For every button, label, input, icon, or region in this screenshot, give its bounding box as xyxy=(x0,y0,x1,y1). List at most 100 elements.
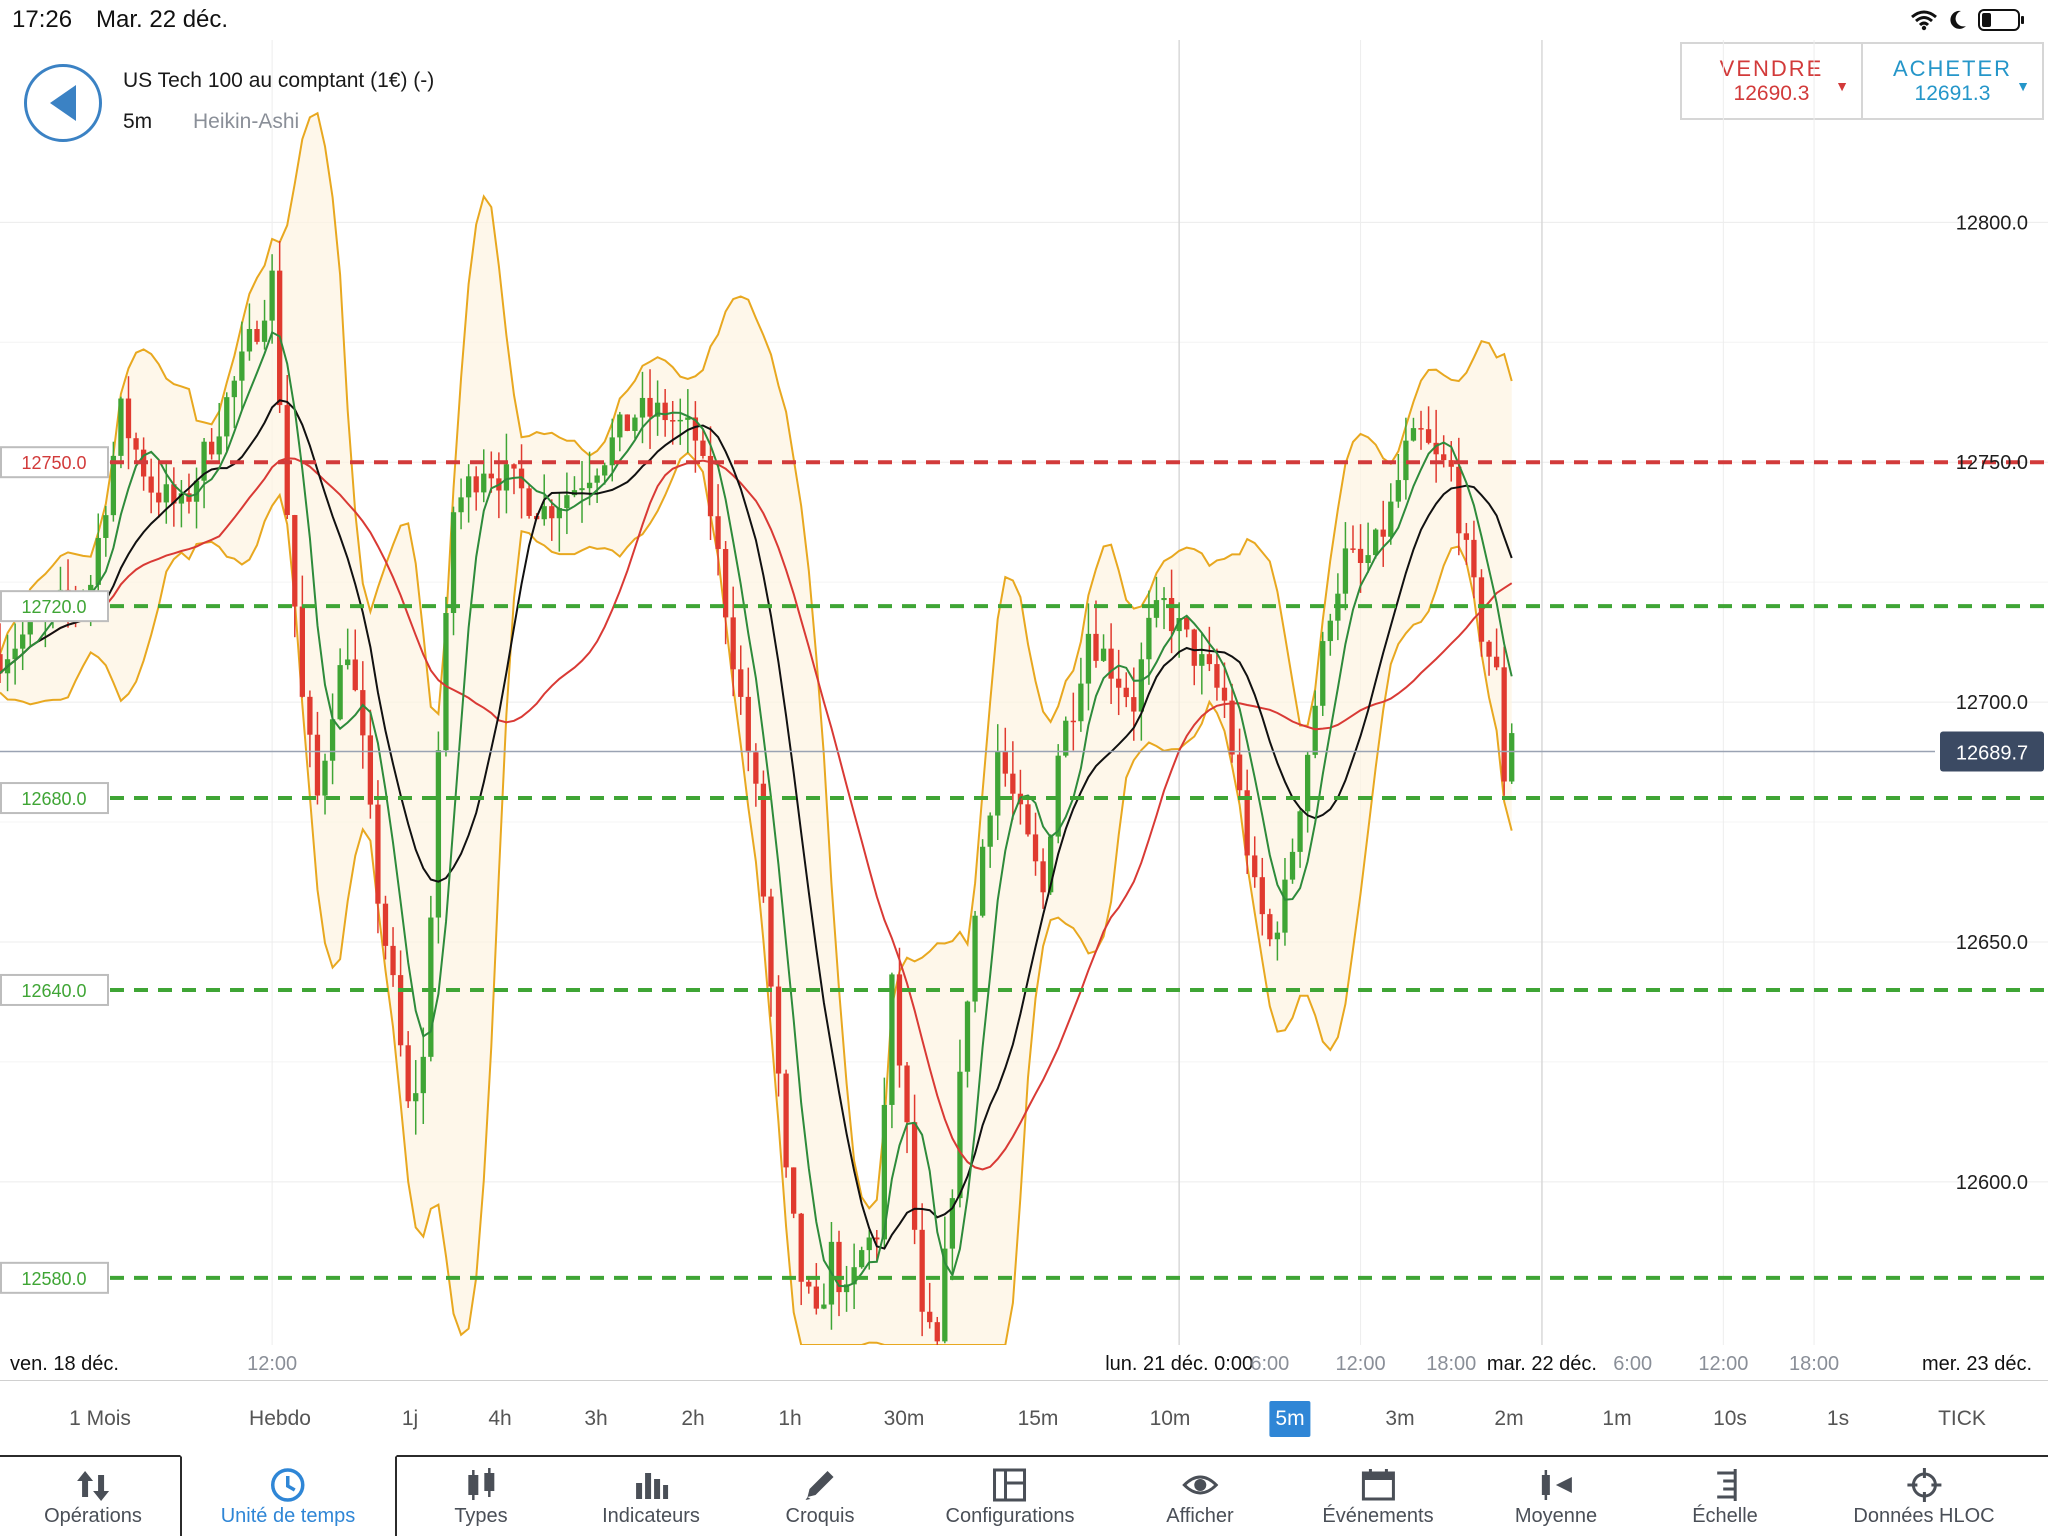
toolbar-layout-button[interactable]: Configurations xyxy=(946,1457,1074,1536)
timeframe-1-mois[interactable]: 1 Mois xyxy=(69,1407,131,1430)
candle-body xyxy=(526,488,532,516)
candle-body xyxy=(586,482,593,489)
toolbar-calendar-button[interactable]: Événements xyxy=(1322,1457,1434,1536)
timeframe-3m[interactable]: 3m xyxy=(1385,1407,1415,1430)
candle xyxy=(685,389,691,454)
toolbar-up-down-arrows-button[interactable]: Opérations xyxy=(44,1457,142,1536)
timeframe-4h[interactable]: 4h xyxy=(488,1407,512,1430)
chart-type-label[interactable]: Heikin-Ashi xyxy=(193,110,300,133)
candle xyxy=(224,392,230,452)
timeframe-hebdo[interactable]: Hebdo xyxy=(249,1407,311,1430)
back-button[interactable] xyxy=(24,64,102,142)
timeframe-2m[interactable]: 2m xyxy=(1494,1407,1524,1430)
candle-body xyxy=(1274,932,1281,940)
candle-body xyxy=(639,397,646,418)
candle-body xyxy=(1327,620,1333,642)
x-axis-background xyxy=(0,1345,2048,1380)
candle xyxy=(397,950,404,1057)
price-level-tag-box xyxy=(0,782,109,815)
candle-body xyxy=(602,465,608,476)
toolbar-eye-button[interactable]: Afficher xyxy=(1166,1457,1234,1536)
candle xyxy=(1229,683,1235,763)
instrument-name: US Tech 100 au comptant (1€) (-) xyxy=(123,69,435,92)
candle-body xyxy=(881,1104,888,1240)
candle-body xyxy=(231,380,237,398)
candle-body xyxy=(360,690,366,736)
timeframe-15m[interactable]: 15m xyxy=(1017,1407,1059,1430)
candle-body xyxy=(1282,879,1288,933)
timeframe-1s[interactable]: 1s xyxy=(1826,1407,1850,1430)
candle xyxy=(1501,646,1507,796)
candle-body xyxy=(1289,851,1296,880)
toolbar-candles-button[interactable]: Types xyxy=(454,1457,508,1536)
toolbar-label: Indicateurs xyxy=(602,1505,700,1527)
candle xyxy=(1418,410,1424,450)
candle xyxy=(972,910,978,1013)
price-level-tag: 12720.0 xyxy=(0,590,109,623)
candle-body xyxy=(911,1122,918,1230)
buy-dropdown-icon[interactable]: ▼ xyxy=(2016,78,2030,94)
toolbar-clock-button[interactable]: Unité de temps xyxy=(221,1457,355,1536)
timeframe-2h[interactable]: 2h xyxy=(681,1407,705,1430)
price-level-tag-box xyxy=(0,446,109,479)
toolbar-scale-button[interactable]: Échelle xyxy=(1692,1457,1758,1536)
x-tick-label: lun. 21 déc. 0:00 xyxy=(1105,1353,1253,1375)
candle xyxy=(1471,520,1477,599)
timeframe-3h[interactable]: 3h xyxy=(584,1407,608,1430)
timeframe-tick[interactable]: TICK xyxy=(1938,1407,1986,1430)
toolbar-candle-arrow-button[interactable]: Moyenne xyxy=(1515,1457,1597,1536)
candle-body xyxy=(118,398,124,456)
sell-label: VENDRE xyxy=(1719,56,1824,81)
candle xyxy=(178,479,185,528)
candle-body xyxy=(738,669,744,697)
timeframe-1j[interactable]: 1j xyxy=(401,1407,419,1430)
sell-dropdown-icon[interactable]: ▼ xyxy=(1835,78,1849,94)
candle-body xyxy=(934,1322,940,1342)
timeframe-10s[interactable]: 10s xyxy=(1713,1407,1747,1430)
candle-body xyxy=(450,512,457,614)
candle-body xyxy=(859,1250,865,1268)
candle-body xyxy=(541,506,547,520)
candle xyxy=(979,839,986,918)
price-level-label: 12680.0 xyxy=(21,789,86,809)
candle-body xyxy=(1418,428,1424,430)
candle xyxy=(1085,603,1092,711)
candle xyxy=(133,432,139,464)
price-level-tag: 12640.0 xyxy=(0,973,109,1006)
candle xyxy=(1304,751,1311,833)
candle xyxy=(1267,908,1273,947)
candle xyxy=(919,1203,925,1337)
candle-body xyxy=(942,1248,948,1342)
candle xyxy=(821,1283,827,1310)
candle xyxy=(843,1265,850,1312)
toolbar-label: Opérations xyxy=(44,1505,142,1527)
candle-body xyxy=(1350,548,1356,550)
candle-body xyxy=(813,1286,819,1309)
candle-body xyxy=(1304,754,1311,812)
toolbar-crosshair-button[interactable]: Données HLOC xyxy=(1853,1457,1995,1536)
candle xyxy=(715,484,721,576)
buy-button[interactable]: ACHETER 12691.3 ▼ xyxy=(1861,44,2042,118)
candle xyxy=(1388,483,1394,545)
timeframe-10m[interactable]: 10m xyxy=(1149,1407,1191,1430)
candle xyxy=(148,458,154,514)
timeframe-30m[interactable]: 30m xyxy=(883,1407,925,1430)
candle xyxy=(1063,716,1069,758)
candle-body xyxy=(1267,914,1273,940)
timeframe-1m[interactable]: 1m xyxy=(1602,1407,1632,1430)
sell-button[interactable]: VENDRE 12690.3 ▼ xyxy=(1682,44,1861,118)
toolbar-pencil-button[interactable]: Croquis xyxy=(786,1457,854,1536)
candle xyxy=(171,467,177,527)
candle xyxy=(284,375,290,519)
price-chart[interactable]: 12750.0 12720.0 12680.0 12640.0 12580.0 12689… xyxy=(0,0,2048,1380)
candle xyxy=(617,411,623,452)
timeframe-1h[interactable]: 1h xyxy=(778,1407,802,1430)
timeframe-5m[interactable]: 5m xyxy=(1269,1401,1311,1437)
toolbar-bar-chart-button[interactable]: Indicateurs xyxy=(602,1457,700,1536)
candle xyxy=(1168,569,1175,654)
candle-body xyxy=(163,484,169,503)
candle-body xyxy=(382,903,389,946)
candle xyxy=(775,975,782,1097)
candle-body xyxy=(1441,454,1447,461)
candle xyxy=(1191,628,1197,686)
